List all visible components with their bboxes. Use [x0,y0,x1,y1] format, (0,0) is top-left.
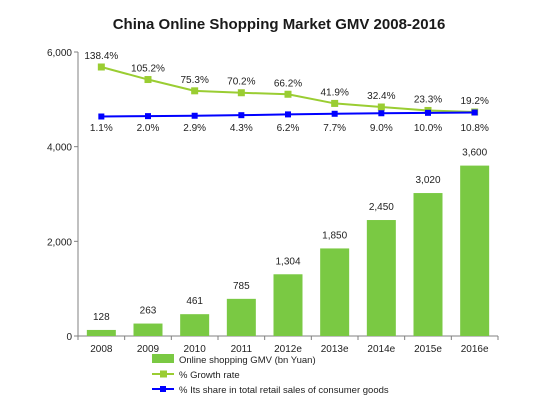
gmv-bar-label: 3,600 [462,148,487,159]
growth-rate-marker [144,76,152,84]
x-tick-label: 2013e [321,344,349,355]
growth-rate-marker [284,90,292,98]
retail-share-label: 1.1% [90,123,113,134]
retail-share-label: 4.3% [230,123,253,134]
growth-rate-label: 66.2% [274,78,302,89]
legend-marker-share [160,386,166,392]
legend-label-share: % Its share in total retail sales of con… [179,385,389,396]
gmv-bar-label: 3,020 [415,175,440,186]
y-tick-label: 2,000 [47,237,72,248]
legend-label-gmv: Online shopping GMV (bn Yuan) [179,355,316,366]
gmv-bar-label: 1,304 [275,256,300,267]
growth-rate-label: 75.3% [180,75,208,86]
gmv-bar [86,329,116,336]
gmv-bar [226,298,256,336]
gmv-bar-label: 785 [233,281,250,292]
retail-share-marker [98,113,105,120]
gmv-bar-label: 461 [186,296,203,307]
legend-label-growth: % Growth rate [179,370,240,381]
retail-share-marker [145,113,151,120]
gmv-bar [413,193,443,336]
gmv-bar [133,323,163,336]
gmv-bar-label: 128 [93,312,110,323]
growth-rate-label: 32.4% [367,91,395,102]
retail-share-label: 7.7% [323,123,346,134]
retail-share-marker [285,111,291,118]
growth-rate-label: 70.2% [227,77,255,88]
growth-rate-label: 105.2% [131,64,165,75]
growth-rate-label: 41.9% [320,87,348,98]
legend-marker-growth [160,370,167,378]
retail-share-label: 10.8% [460,123,488,134]
growth-rate-marker [237,89,245,97]
x-tick-label: 2012e [274,344,302,355]
retail-share-label: 9.0% [370,123,393,134]
plot-area: 0 2,000 4,000 6,000 2008 2009 2010 2011 2012e 201… [47,48,499,355]
growth-rate-label: 23.3% [414,94,442,105]
retail-share-marker [191,112,198,119]
retail-share-label: 2.0% [137,123,160,134]
gmv-bar [460,165,490,336]
retail-share-marker [331,110,338,117]
gmv-bar-label: 1,850 [322,230,347,241]
y-tick-label: 6,000 [47,48,72,59]
gmv-bar [366,220,396,336]
growth-rate-label: 138.4% [84,51,118,62]
growth-rate-marker [331,99,339,107]
gmv-bar [320,248,350,336]
gmv-bar [273,274,303,336]
y-tick-label: 4,000 [47,143,72,154]
retail-share-marker [238,112,245,119]
chart-title: China Online Shopping Market GMV 2008-20… [113,16,446,33]
gmv-bar-label: 263 [140,306,157,317]
growth-rate-label: 19.2% [460,96,488,107]
x-tick-label: 2015e [414,344,442,355]
x-tick-label: 2009 [137,344,160,355]
x-tick-label: 2014e [367,344,395,355]
x-tick-label: 2010 [184,344,207,355]
x-tick-label: 2016e [461,344,489,355]
legend-swatch-gmv [152,354,174,363]
x-tick-label: 2011 [231,344,253,355]
legend: Online shopping GMV (bn Yuan) % Growth ra… [152,354,389,396]
y-tick-label: 0 [66,332,72,343]
retail-share-marker [471,109,478,116]
retail-share-marker [378,110,385,117]
x-tick-label: 2008 [90,344,113,355]
gmv-bar [180,314,210,336]
growth-rate-marker [191,87,199,95]
retail-share-label: 6.2% [277,123,300,134]
retail-share-marker [425,109,431,116]
retail-share-label: 10.0% [414,123,442,134]
retail-share-label: 2.9% [183,123,206,134]
growth-rate-marker [377,103,385,111]
growth-rate-marker [97,63,105,71]
gmv-bar-label: 2,450 [369,202,394,213]
